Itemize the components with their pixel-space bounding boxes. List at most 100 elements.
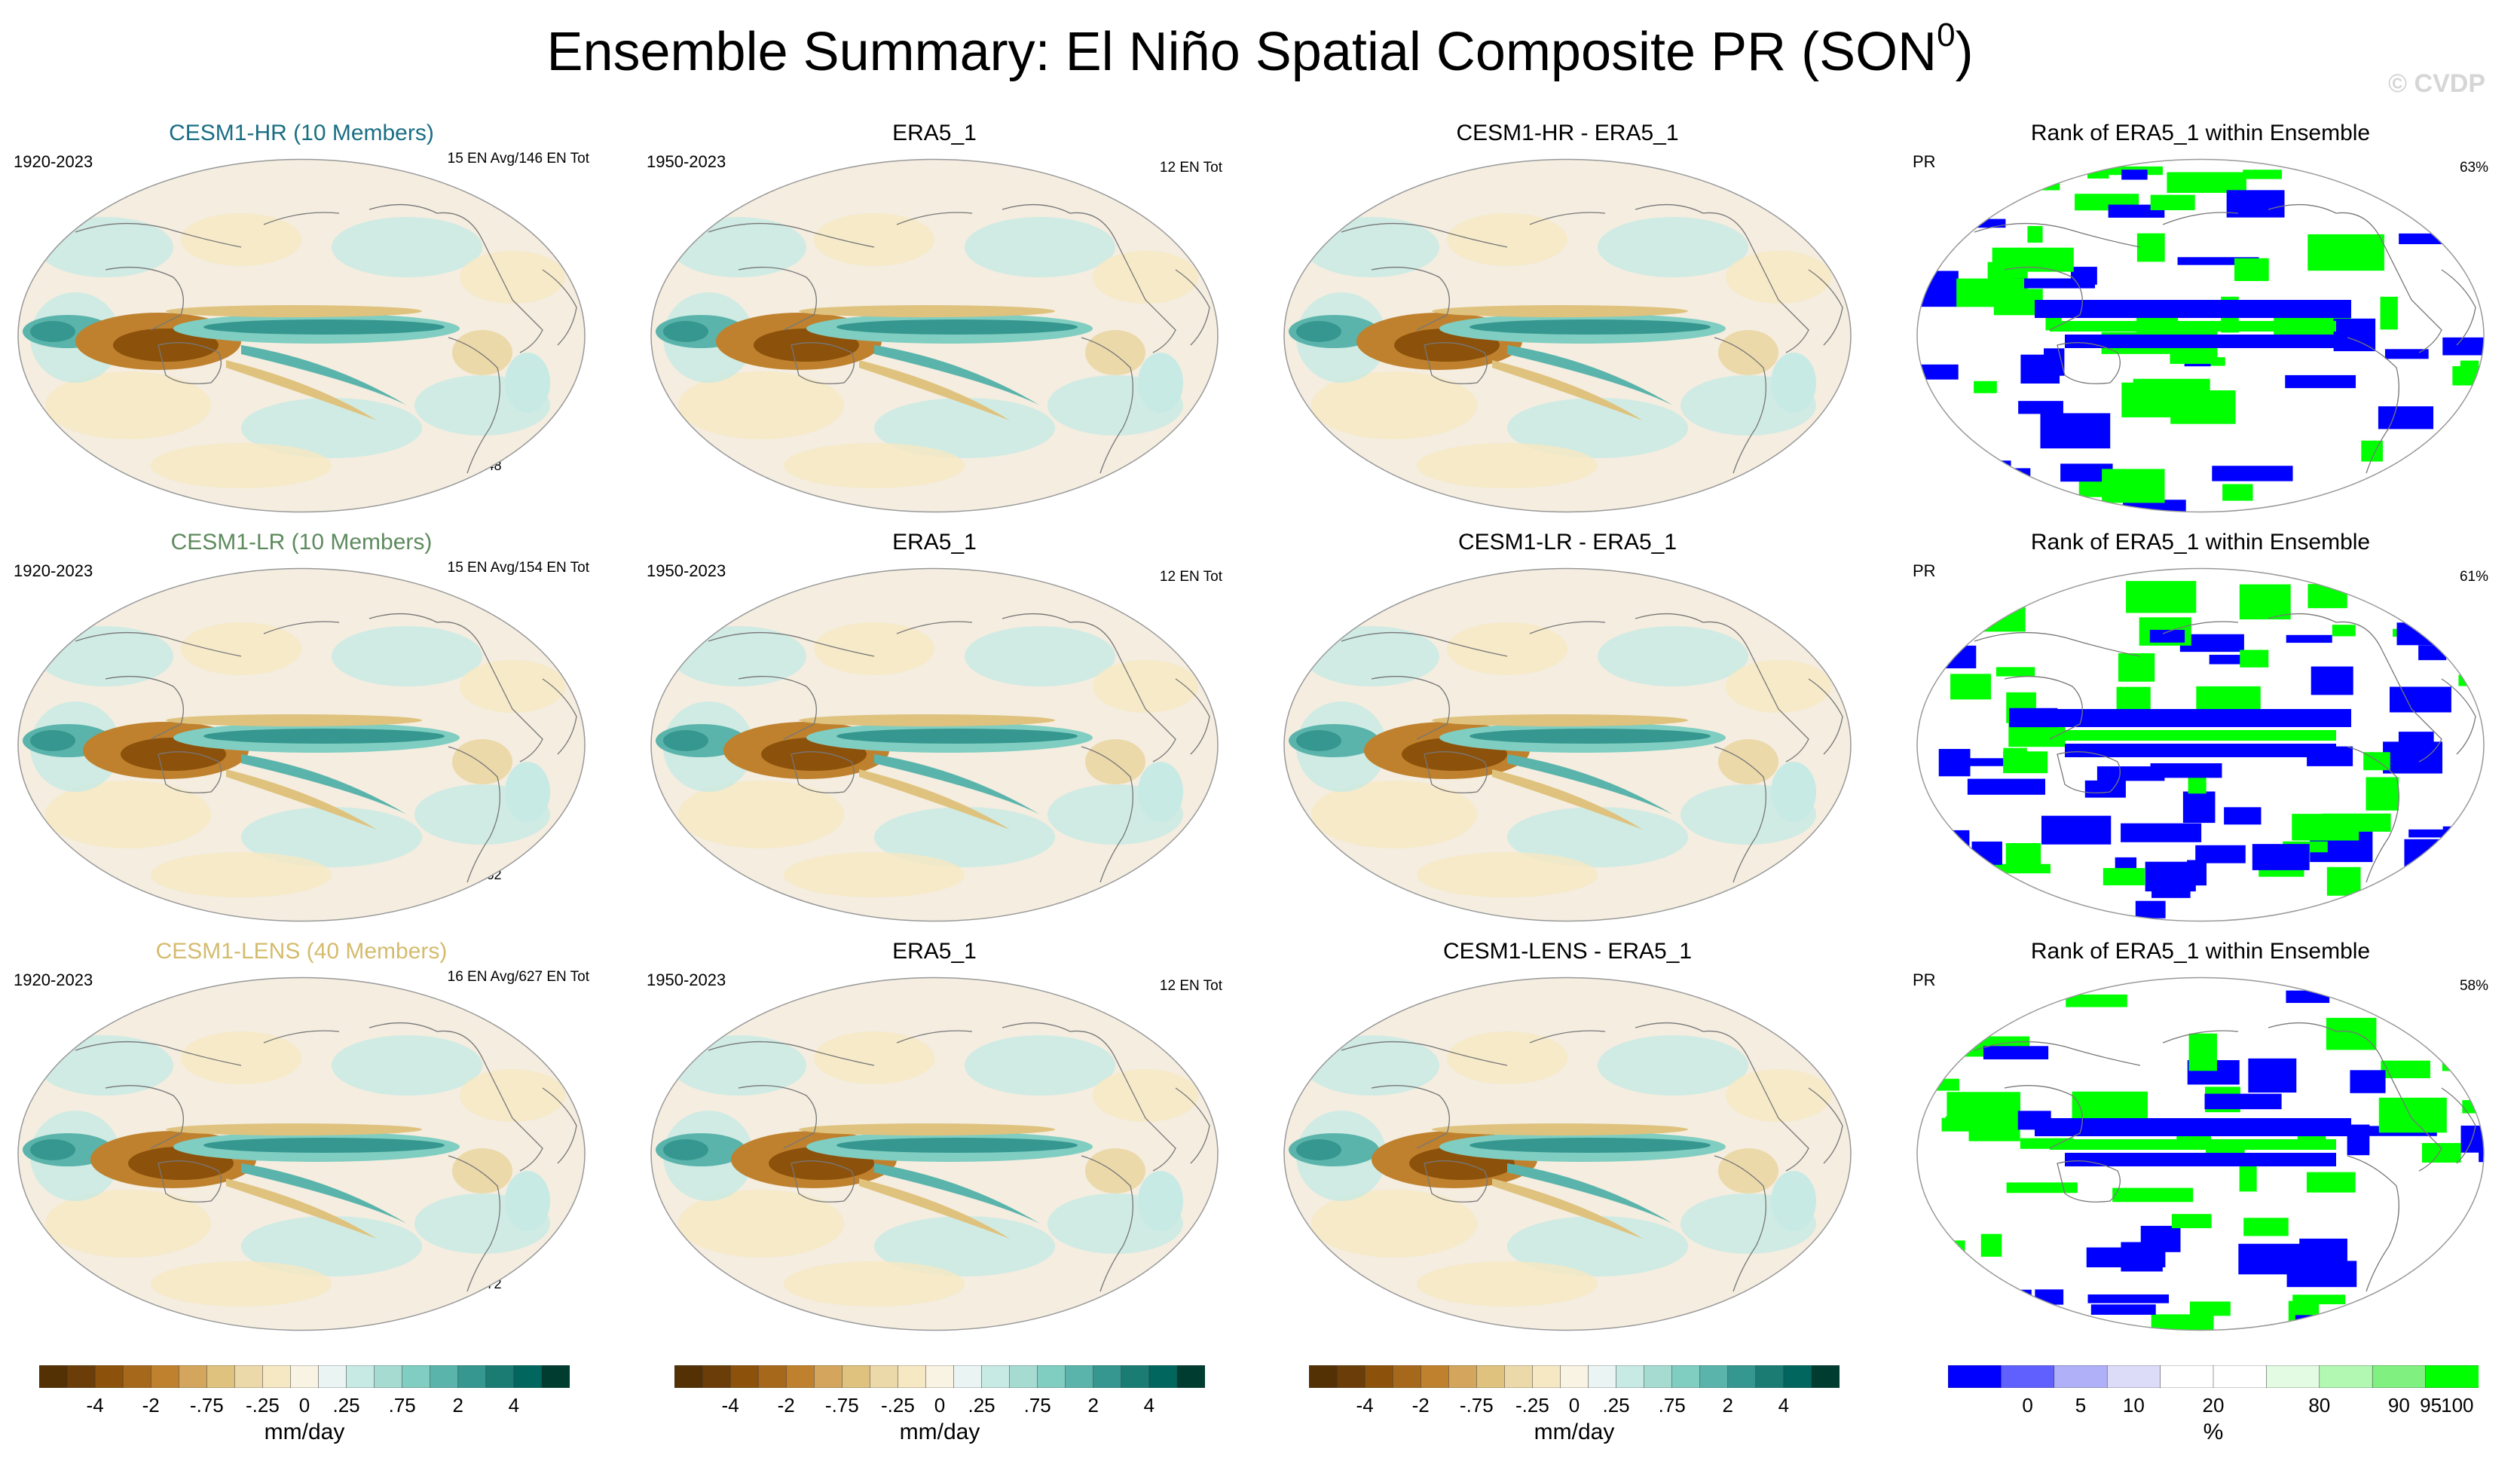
colorbar-swatch bbox=[814, 1365, 843, 1388]
rank-percent: 63% bbox=[2459, 160, 2488, 176]
colorbar-swatch bbox=[1783, 1365, 1812, 1388]
colorbar-tick-label: -2 bbox=[1411, 1394, 1430, 1417]
panel-title: Rank of ERA5_1 within Ensemble bbox=[2030, 939, 2371, 964]
period-label: 1920-2023 bbox=[14, 970, 93, 989]
colorbar-swatch bbox=[346, 1365, 375, 1388]
panel-title: Rank of ERA5_1 within Ensemble bbox=[2030, 530, 2371, 555]
panel-title: CESM1-LR (10 Members) bbox=[170, 530, 433, 555]
colorbar-tick-label: 95 bbox=[2420, 1394, 2442, 1417]
colorbar-swatch bbox=[1504, 1365, 1534, 1388]
precip-colorbar-3: -4 -2 -.75 -.25 0 .25 .75 2 4 mm/day bbox=[1309, 1365, 1840, 1456]
colorbar-swatch bbox=[1671, 1365, 1701, 1388]
colorbar-swatch bbox=[702, 1365, 731, 1388]
colorbar-tick-label: .75 bbox=[388, 1394, 416, 1417]
panel-r2-rank: Rank of ERA5_1 within Ensemble PR 61% bbox=[1899, 530, 2502, 937]
colorbar-swatch bbox=[925, 1365, 955, 1388]
colorbar-swatch bbox=[234, 1365, 264, 1388]
colorbar-swatch bbox=[1699, 1365, 1729, 1388]
colorbar-tick-label: .25 bbox=[968, 1394, 995, 1417]
colorbar-swatch bbox=[2106, 1365, 2161, 1388]
colorbar-tick-label: 4 bbox=[1143, 1394, 1155, 1417]
colorbar-swatch bbox=[1309, 1365, 1338, 1388]
colorbar-swatch bbox=[1727, 1365, 1757, 1388]
colorbar-tick-label: 2 bbox=[1087, 1394, 1099, 1417]
event-count: 15 EN Avg/154 EN Tot bbox=[447, 560, 589, 576]
colorbar-swatch bbox=[898, 1365, 927, 1388]
panel-r3-diff: CESM1-LENS - ERA5_1 bbox=[1266, 939, 1869, 1346]
panel-title: CESM1-LR - ERA5_1 bbox=[1457, 530, 1677, 555]
colorbar-swatch bbox=[1560, 1365, 1589, 1388]
colorbar-swatch bbox=[1476, 1365, 1506, 1388]
panel-title: CESM1-LENS (40 Members) bbox=[155, 939, 448, 964]
colorbar-swatch bbox=[2319, 1365, 2373, 1388]
colorbar-tick-label: -.25 bbox=[1515, 1394, 1549, 1417]
colorbar-tick-label: -4 bbox=[721, 1394, 739, 1417]
panel-title: CESM1-HR - ERA5_1 bbox=[1456, 121, 1679, 145]
precip-colorbar-2: -4 -2 -.75 -.25 0 .25 .75 2 4 mm/day bbox=[674, 1365, 1205, 1456]
rank-colorbar: 0 5 10 20 80 90 95 100% bbox=[1948, 1365, 2479, 1456]
colorbar-unit: mm/day bbox=[1534, 1420, 1615, 1444]
colorbar-swatch bbox=[1009, 1365, 1038, 1388]
colorbar-swatch bbox=[1420, 1365, 1450, 1388]
colorbar-swatch bbox=[39, 1365, 68, 1388]
colorbar-swatch bbox=[150, 1365, 180, 1388]
colorbar-swatch bbox=[457, 1365, 487, 1388]
colorbar-swatch bbox=[318, 1365, 347, 1388]
colorbar-swatch bbox=[66, 1365, 96, 1388]
precip-map bbox=[650, 976, 1219, 1331]
colorbar-swatch bbox=[1616, 1365, 1645, 1388]
colorbar-tick-label: 90 bbox=[2387, 1394, 2410, 1417]
figure-title: Ensemble Summary: El Niño Spatial Compos… bbox=[546, 17, 1974, 82]
colorbar-tick-label: 2 bbox=[1722, 1394, 1734, 1417]
colorbar-swatch bbox=[1336, 1365, 1366, 1388]
panel-r3-obs: ERA5_1 1950-2023 12 EN Tot bbox=[633, 939, 1236, 1346]
colorbar-tick-label: -.75 bbox=[1459, 1394, 1494, 1417]
precip-map bbox=[1283, 158, 1852, 513]
colorbar-tick-label: -.25 bbox=[881, 1394, 915, 1417]
colorbar-swatch bbox=[2213, 1365, 2268, 1388]
event-count: 16 EN Avg/627 EN Tot bbox=[447, 969, 589, 985]
panel-r3-model: CESM1-LENS (40 Members) 1920-2023 16 EN Av… bbox=[0, 939, 603, 1346]
colorbar-tick-label: -.25 bbox=[246, 1394, 280, 1417]
event-count: 12 EN Tot bbox=[1159, 160, 1222, 176]
precip-colorbar-1: -4 -2 -.75 -.25 0 .25 .75 2 4 mm/day bbox=[39, 1365, 570, 1456]
colorbar-swatch bbox=[1121, 1365, 1150, 1388]
panel-title: Rank of ERA5_1 within Ensemble bbox=[2030, 121, 2371, 145]
colorbar-swatch bbox=[94, 1365, 124, 1388]
colorbar-tick-label: 0 bbox=[934, 1394, 946, 1417]
colorbar-swatch bbox=[2160, 1365, 2214, 1388]
colorbar-swatch bbox=[1588, 1365, 1617, 1388]
colorbar-swatch bbox=[953, 1365, 983, 1388]
panel-title: ERA5_1 bbox=[892, 121, 977, 145]
colorbar-tick-label: -.75 bbox=[189, 1394, 224, 1417]
colorbar-swatch bbox=[206, 1365, 236, 1388]
period-label: 1920-2023 bbox=[14, 561, 93, 580]
colorbar-tick-label: .25 bbox=[1602, 1394, 1630, 1417]
panel-r3-rank: Rank of ERA5_1 within Ensemble PR 58% bbox=[1899, 939, 2502, 1346]
colorbar-tick-label: -2 bbox=[142, 1394, 160, 1417]
colorbar-swatch bbox=[541, 1365, 570, 1388]
rank-map bbox=[1916, 976, 2485, 1331]
rank-map bbox=[1916, 567, 2485, 922]
colorbar-swatch bbox=[1755, 1365, 1784, 1388]
colorbar-swatch bbox=[513, 1365, 543, 1388]
panel-r1-model: CESM1-HR (10 Members) 1920-2023 15 EN Avg/… bbox=[0, 121, 603, 527]
panel-title: ERA5_1 bbox=[892, 939, 977, 964]
colorbar-swatch bbox=[1532, 1365, 1561, 1388]
colorbar-tick-label: .25 bbox=[332, 1394, 360, 1417]
panel-title: ERA5_1 bbox=[892, 530, 977, 555]
period-label: 1950-2023 bbox=[647, 152, 726, 171]
colorbar-swatch bbox=[290, 1365, 320, 1388]
colorbar-swatch bbox=[2054, 1365, 2108, 1388]
colorbar-swatch bbox=[2266, 1365, 2320, 1388]
colorbar-tick-label: 4 bbox=[508, 1394, 520, 1417]
precip-map bbox=[1283, 567, 1852, 922]
panel-r2-diff: CESM1-LR - ERA5_1 bbox=[1266, 530, 1869, 937]
colorbar-swatch bbox=[1811, 1365, 1840, 1388]
period-label: 1950-2023 bbox=[647, 561, 726, 580]
panel-title: CESM1-HR (10 Members) bbox=[169, 121, 434, 145]
colorbar-tick-label: 5 bbox=[2075, 1394, 2087, 1417]
colorbar-tick-label: 100 bbox=[2441, 1394, 2474, 1417]
colorbar-swatches bbox=[1948, 1365, 2479, 1388]
